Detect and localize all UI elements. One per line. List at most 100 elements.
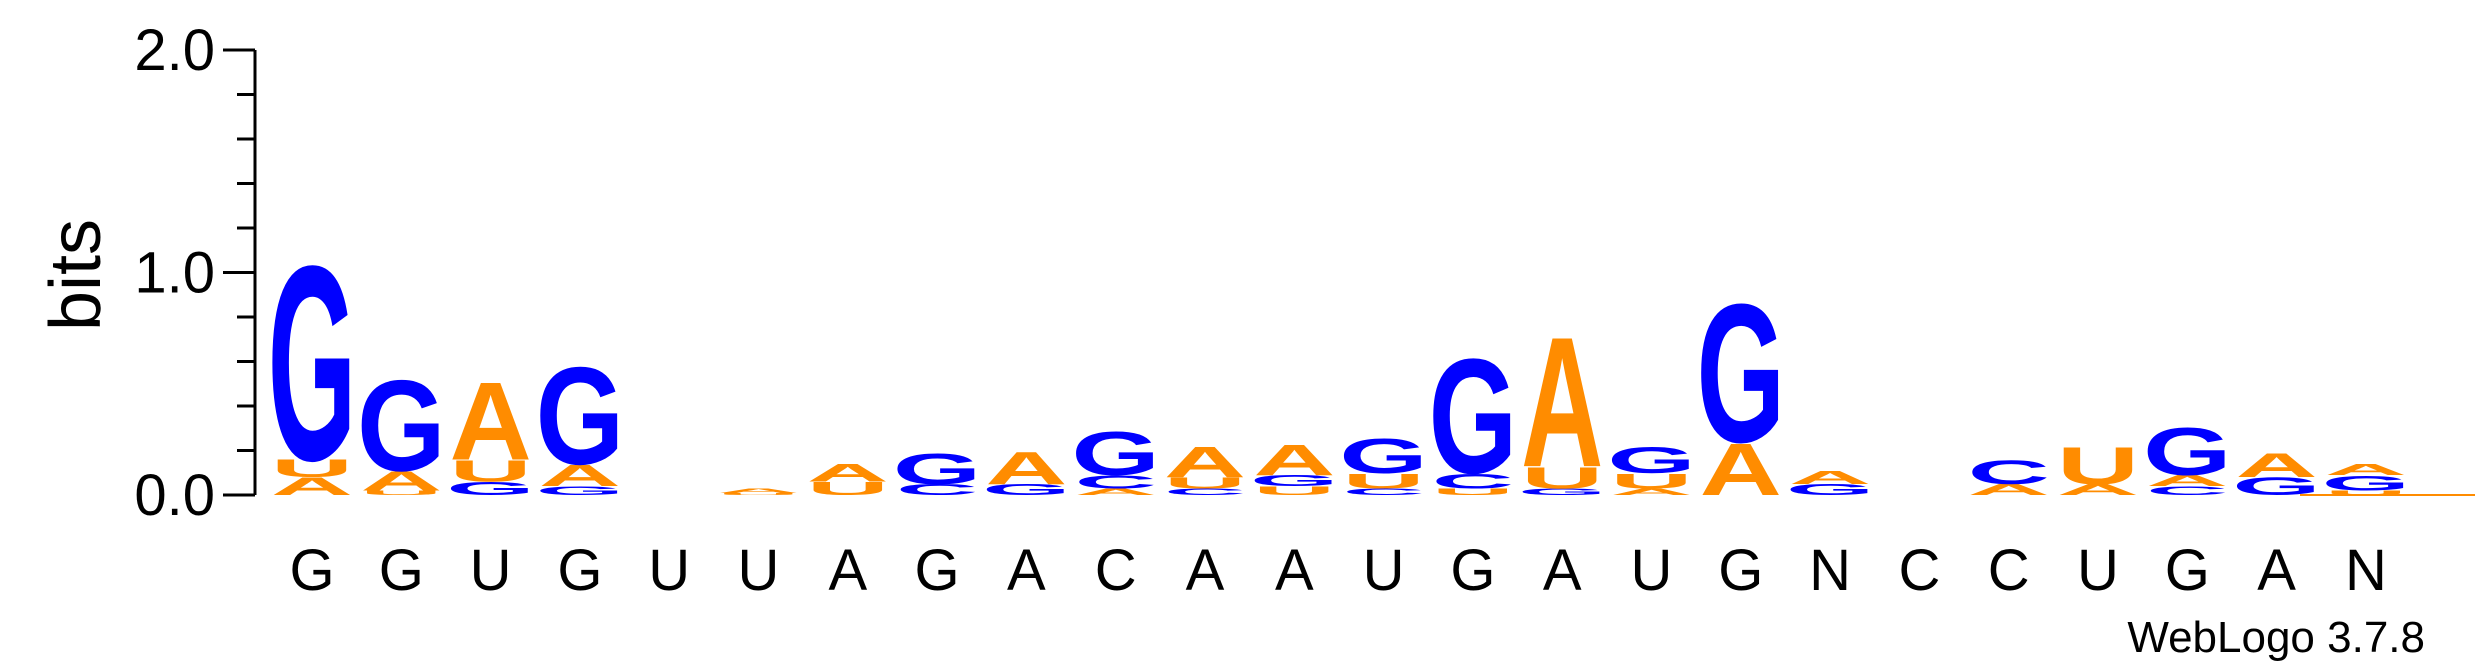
logo-letter-g: G bbox=[1250, 472, 1339, 489]
logo-letter-u: U bbox=[1342, 469, 1424, 493]
logo-letter-g: G bbox=[2143, 413, 2232, 489]
logo-letter-g: G bbox=[1607, 439, 1696, 481]
x-tick-label: G bbox=[1718, 538, 1763, 603]
logo-column: AUG bbox=[1607, 439, 1696, 497]
logo-letter-a: A bbox=[271, 473, 353, 501]
logo-letter-u: U bbox=[1521, 460, 1603, 495]
x-tick-label: A bbox=[1275, 538, 1314, 603]
logo-letter-g: G bbox=[536, 484, 625, 498]
logo-column: GUA bbox=[1518, 299, 1607, 506]
logo-column: GA bbox=[982, 442, 1071, 498]
logo-letter-g: G bbox=[1518, 487, 1607, 497]
logo-column: CG bbox=[893, 445, 982, 498]
logo-letter-a: A bbox=[2146, 472, 2228, 489]
logo-letter-u: U bbox=[717, 492, 799, 495]
logo-column: UGA bbox=[2322, 461, 2411, 496]
logo-column: UCG bbox=[1429, 324, 1518, 507]
x-tick-label: C bbox=[1095, 538, 1137, 603]
logo-column: CUG bbox=[1339, 428, 1428, 497]
logo-letter-a: A bbox=[1610, 487, 1692, 497]
x-tick-label: U bbox=[738, 538, 780, 603]
logo-letter-c: C bbox=[1075, 472, 1157, 493]
logo-column: UA bbox=[717, 487, 799, 495]
y-tick-label: 0.0 bbox=[134, 463, 215, 528]
logo-letter-u: U bbox=[1610, 469, 1692, 493]
logo-letter-u: U bbox=[2325, 489, 2407, 496]
logo-column: GAG bbox=[536, 338, 625, 498]
logo-letter-a: A bbox=[539, 458, 621, 493]
logo-column: AC bbox=[1968, 453, 2050, 498]
logo-letter-g: G bbox=[1429, 324, 1518, 507]
logo-letter-u: U bbox=[2057, 436, 2139, 495]
logo-letter-a: A bbox=[1700, 429, 1782, 512]
logo-letter-u: U bbox=[271, 455, 353, 483]
x-tick-label: G bbox=[1450, 538, 1495, 603]
x-tick-label: U bbox=[2077, 538, 2119, 603]
logo-letter-u: U bbox=[807, 478, 889, 499]
logo-letter-u: U bbox=[1432, 487, 1514, 497]
x-tick-label: N bbox=[2345, 538, 2387, 603]
logo-column: UGA bbox=[1250, 436, 1339, 497]
logo-letter-g: G bbox=[1339, 428, 1428, 483]
y-axis: 0.0 1.0 2.0 bits bbox=[36, 18, 257, 528]
logo-letter-u: U bbox=[1253, 484, 1335, 498]
logo-letter-c: C bbox=[1968, 453, 2050, 491]
x-tick-label: A bbox=[1186, 538, 1225, 603]
logo-column: UA bbox=[807, 459, 889, 499]
logo-letter-a: A bbox=[360, 465, 442, 496]
logo-letter-g: G bbox=[1786, 481, 1875, 498]
logo-letter-g: G bbox=[268, 209, 357, 519]
logo-letter-c: C bbox=[1342, 487, 1424, 497]
y-tick-label: 1.0 bbox=[134, 241, 215, 306]
logo-letter-a: A bbox=[1164, 439, 1246, 487]
logo-letter-a: A bbox=[2057, 481, 2139, 498]
x-tick-label: G bbox=[379, 538, 424, 603]
logo-column: AG bbox=[1697, 264, 1786, 511]
logo-letter-g: G bbox=[893, 445, 982, 493]
logo-column: ACG bbox=[1071, 420, 1160, 497]
x-tick-label: C bbox=[1898, 538, 1940, 603]
logo-letter-g: G bbox=[1071, 420, 1160, 489]
logo-letter-a: A bbox=[1075, 487, 1157, 497]
logo-letter-u: U bbox=[1164, 474, 1246, 491]
logo-letter-a: A bbox=[449, 359, 531, 484]
logo-letter-c: C bbox=[1432, 469, 1514, 493]
logo-column: UAG bbox=[357, 353, 446, 499]
weblogo-credit: WebLogo 3.7.8 bbox=[2127, 613, 2425, 662]
x-tick-label: U bbox=[1363, 538, 1405, 603]
logo-column: AUG bbox=[268, 209, 357, 519]
logo-column: CAG bbox=[2143, 413, 2232, 497]
logo-column: GA bbox=[1786, 467, 1875, 498]
y-axis-title: bits bbox=[36, 219, 116, 331]
logo-letter-a: A bbox=[2325, 461, 2407, 478]
logo-letter-g: G bbox=[2322, 471, 2411, 495]
x-tick-label: A bbox=[828, 538, 867, 603]
x-tick-label: G bbox=[557, 538, 602, 603]
logo-letter-a: A bbox=[985, 442, 1067, 494]
y-tick-label: 2.0 bbox=[134, 18, 215, 83]
logo-letter-g: G bbox=[982, 481, 1071, 498]
logo-column: GUA bbox=[446, 359, 535, 499]
logo-letter-u: U bbox=[449, 454, 531, 489]
logo-letter-g: G bbox=[357, 353, 446, 499]
x-tick-label: U bbox=[1631, 538, 1673, 603]
logo-letter-a: A bbox=[1968, 481, 2050, 498]
x-tick-label: G bbox=[2165, 538, 2210, 603]
logo-letter-c: C bbox=[2146, 484, 2228, 498]
logo-letter-a: A bbox=[1789, 467, 1871, 488]
logo-letter-c: C bbox=[1164, 487, 1246, 497]
x-tick-label: A bbox=[2257, 538, 2296, 603]
logo-letter-a: A bbox=[2235, 446, 2317, 484]
logo-letter-u: U bbox=[360, 489, 442, 496]
logo-letter-g: G bbox=[1697, 264, 1786, 485]
logo-letter-a: A bbox=[807, 459, 889, 487]
logo-letter-g: G bbox=[536, 338, 625, 493]
logo-letter-a: A bbox=[1253, 436, 1335, 484]
x-tick-label: G bbox=[289, 538, 334, 603]
logo-column: CUA bbox=[1164, 439, 1246, 498]
x-tick-label: C bbox=[1988, 538, 2030, 603]
x-tick-label: U bbox=[648, 538, 690, 603]
